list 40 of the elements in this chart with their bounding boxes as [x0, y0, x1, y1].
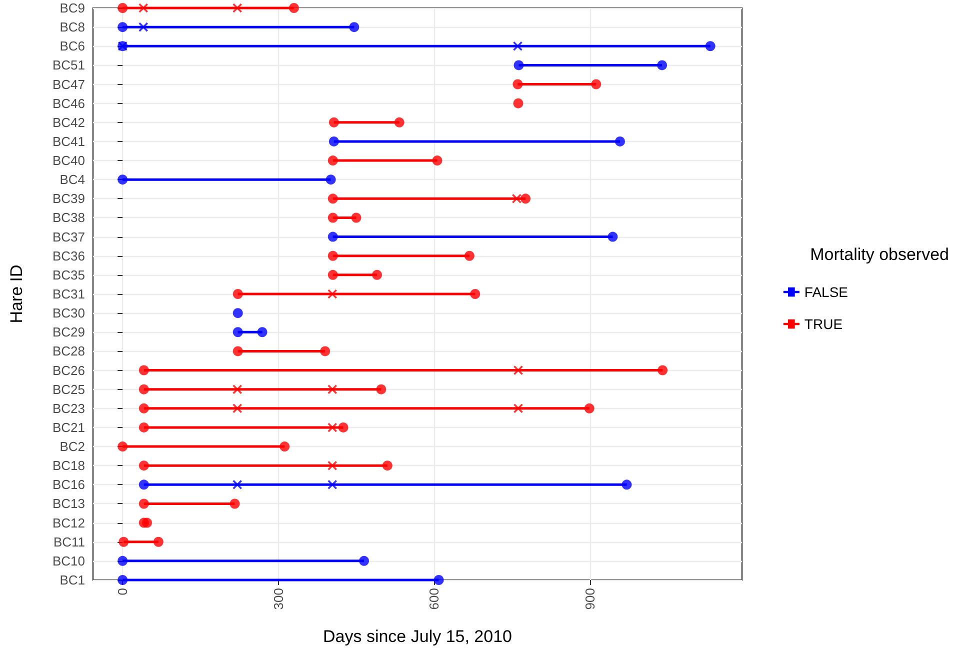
y-tick-label: BC18	[52, 458, 85, 474]
y-tick-label: BC37	[52, 229, 85, 244]
y-tick-label: BC29	[52, 324, 85, 340]
y-tick-label: BC1	[60, 572, 85, 588]
y-tick-label: BC25	[52, 382, 85, 397]
y-tick-label: BC23	[52, 400, 85, 416]
y-tick-label: BC11	[53, 534, 85, 550]
y-axis-title: Hare ID	[7, 264, 26, 324]
y-tick-label: BC42	[52, 114, 85, 130]
y-tick-label: BC26	[52, 362, 85, 378]
y-tick-label: BC47	[52, 76, 85, 92]
y-tick-label: BC31	[52, 286, 85, 302]
y-tick-label: BC6	[60, 38, 85, 54]
y-tick-label: BC21	[52, 420, 85, 435]
y-tick-label: BC39	[52, 191, 85, 206]
y-tick-label: BC28	[52, 344, 85, 359]
y-tick-label: BC41	[52, 134, 85, 149]
y-tick-label: BC8	[60, 20, 85, 35]
y-tick-label: BC51	[52, 58, 85, 73]
legend-label: FALSE	[804, 284, 848, 300]
x-tick-label: 900	[582, 588, 598, 610]
y-tick-label: BC9	[60, 0, 85, 16]
y-tick-label: BC16	[52, 477, 85, 492]
y-tick-label: BC13	[52, 496, 85, 512]
y-tick-label: BC40	[52, 153, 85, 168]
y-tick-label: BC36	[52, 248, 85, 264]
x-tick-label: 600	[426, 588, 442, 610]
x-tick-label: 300	[270, 588, 286, 610]
legend-label: TRUE	[804, 316, 843, 332]
x-tick-label: 0	[115, 588, 130, 596]
y-tick-label: BC10	[52, 553, 85, 568]
legend-title: Mortality observed	[810, 245, 949, 264]
y-tick-label: BC4	[60, 172, 85, 188]
y-tick-label: BC2	[60, 439, 85, 454]
y-tick-label: BC30	[52, 306, 85, 321]
y-tick-label: BC35	[52, 267, 85, 282]
y-tick-label: BC12	[52, 515, 85, 530]
y-tick-label: BC38	[52, 210, 85, 226]
y-tick-label: BC46	[52, 96, 85, 111]
x-axis-title: Days since July 15, 2010	[323, 627, 512, 646]
